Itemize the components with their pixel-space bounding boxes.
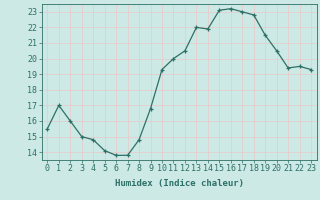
X-axis label: Humidex (Indice chaleur): Humidex (Indice chaleur): [115, 179, 244, 188]
